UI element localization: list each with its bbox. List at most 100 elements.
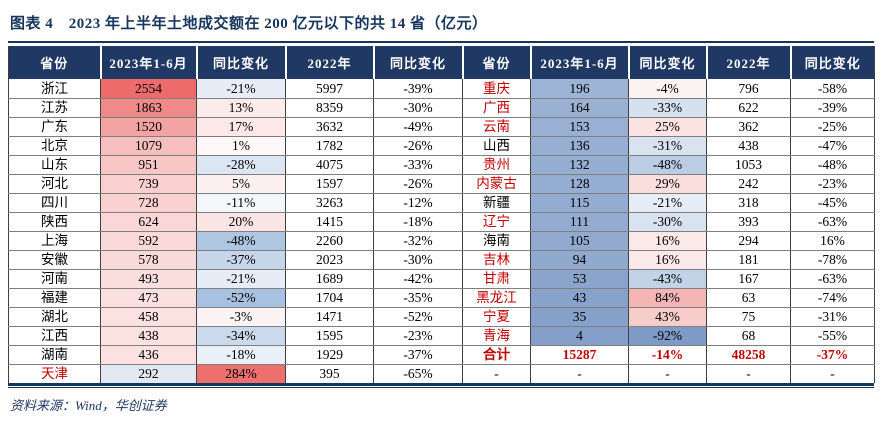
title-rule (8, 41, 874, 43)
table-cell: 1929 (285, 345, 374, 365)
table-row: 江苏 1863 13% 8359 -30% 广西 164 -33% 622 -39% (8, 98, 875, 118)
table-row: 北京 1079 1% 1782 -26% 山西 136 -31% 438 -47% (8, 136, 875, 156)
table-cell: -21% (196, 79, 286, 99)
table-header-row: 省份 2023年1-6月 同比变化 2022年 同比变化 省份 2023年1-6月 同比变化 2… (8, 46, 875, 79)
table-cell: 1415 (285, 212, 374, 232)
table-cell: 1% (196, 136, 286, 156)
table-cell: 江苏 (8, 98, 101, 118)
column-header: 同比变化 (628, 46, 708, 79)
table-cell: 284% (196, 364, 286, 383)
table-cell: 青海 (462, 326, 531, 346)
column-header: 同比变化 (373, 46, 464, 79)
table-cell: 4075 (285, 155, 374, 175)
table-cell: -37% (196, 250, 286, 270)
table-cell: 4 (530, 326, 629, 346)
table-cell: 362 (706, 117, 791, 137)
table-cell: -32% (373, 231, 463, 251)
column-header: 省份 (8, 46, 102, 79)
table-cell: 153 (530, 117, 629, 137)
table-cell: -39% (373, 79, 463, 99)
table-cell: 458 (100, 307, 197, 327)
table-bottom-rule-thin (8, 387, 874, 388)
table-cell: - (462, 364, 531, 383)
table-cell: 福建 (8, 288, 101, 308)
table-cell: 436 (100, 345, 197, 365)
table-cell: -30% (373, 250, 463, 270)
table-cell: -48% (628, 155, 707, 175)
table-cell: 592 (100, 231, 197, 251)
table-cell: 2554 (100, 79, 197, 99)
table-cell: -18% (196, 345, 286, 365)
table-cell: 山东 (8, 155, 101, 175)
table-cell: 贵州 (462, 155, 531, 175)
figure-title: 图表 4 2023 年上半年土地成交额在 200 亿元以下的共 14 省（亿元） (10, 16, 488, 32)
table-cell: -26% (373, 136, 463, 156)
column-header: 2023年1-6月 (530, 46, 630, 79)
table-cell: 13% (196, 98, 286, 118)
table-cell: 15287 (530, 345, 629, 365)
table-cell: 黑龙江 (462, 288, 531, 308)
table-cell: 1053 (706, 155, 791, 175)
table-cell: 167 (706, 269, 791, 289)
table-cell: 115 (530, 193, 629, 213)
table-cell: 四川 (8, 193, 101, 213)
table-cell: 128 (530, 174, 629, 194)
table-cell: -35% (373, 288, 463, 308)
table-cell: -21% (628, 193, 707, 213)
table-cell: 578 (100, 250, 197, 270)
table-cell: 内蒙古 (462, 174, 531, 194)
table-cell: -49% (373, 117, 463, 137)
table-cell: 164 (530, 98, 629, 118)
table-cell: -92% (628, 326, 707, 346)
table-cell: 1597 (285, 174, 374, 194)
table-cell: 16% (628, 231, 707, 251)
table-cell: 181 (706, 250, 791, 270)
table-cell: 43 (530, 288, 629, 308)
table-cell: 海南 (462, 231, 531, 251)
table-row: 陕西 624 20% 1415 -18% 辽宁 111 -30% 393 -63% (8, 212, 875, 232)
table-cell: -30% (628, 212, 707, 232)
table-cell: 105 (530, 231, 629, 251)
table-cell: 宁夏 (462, 307, 531, 327)
table-cell: 624 (100, 212, 197, 232)
table-cell: 48258 (706, 345, 791, 365)
table-cell: 甘肃 (462, 269, 531, 289)
table-cell: -31% (628, 136, 707, 156)
table-cell: 1520 (100, 117, 197, 137)
table-cell: -47% (790, 136, 875, 156)
table-cell: 1689 (285, 269, 374, 289)
table-cell: -39% (790, 98, 875, 118)
table-cell: -45% (790, 193, 875, 213)
table-cell: 438 (100, 326, 197, 346)
report-figure: 图表 4 2023 年上半年土地成交额在 200 亿元以下的共 14 省（亿元）… (8, 16, 875, 413)
table-row: 广东 1520 17% 3632 -49% 云南 153 25% 362 -25% (8, 117, 875, 137)
table-cell: -65% (373, 364, 463, 383)
table-cell: -63% (790, 212, 875, 232)
table-cell: -33% (373, 155, 463, 175)
table-cell: 1471 (285, 307, 374, 327)
table-cell: -52% (373, 307, 463, 327)
table-body: 浙江 2554 -21% 5997 -39% 重庆 196 -4% 796 -58% 江苏 1863 1… (8, 79, 875, 383)
table-cell: 16% (628, 250, 707, 270)
table-cell: 111 (530, 212, 629, 232)
table-cell: 473 (100, 288, 197, 308)
table-cell: 北京 (8, 136, 101, 156)
table-cell: 2260 (285, 231, 374, 251)
table-cell: 1863 (100, 98, 197, 118)
table-cell: -14% (628, 345, 707, 365)
table-row: 河南 493 -21% 1689 -42% 甘肃 53 -43% 167 -63% (8, 269, 875, 289)
table-cell: 94 (530, 250, 629, 270)
table-cell: - (706, 364, 791, 383)
table-cell: 新疆 (462, 193, 531, 213)
table-cell: 5% (196, 174, 286, 194)
table-cell: 53 (530, 269, 629, 289)
table-cell: -25% (790, 117, 875, 137)
source-note: 资料来源：Wind，华创证券 (10, 398, 167, 413)
table-cell: -43% (628, 269, 707, 289)
table-cell: 5997 (285, 79, 374, 99)
table-cell: 622 (706, 98, 791, 118)
table-cell: -3% (196, 307, 286, 327)
table-cell: -78% (790, 250, 875, 270)
table-cell: 75 (706, 307, 791, 327)
table-cell: 上海 (8, 231, 101, 251)
